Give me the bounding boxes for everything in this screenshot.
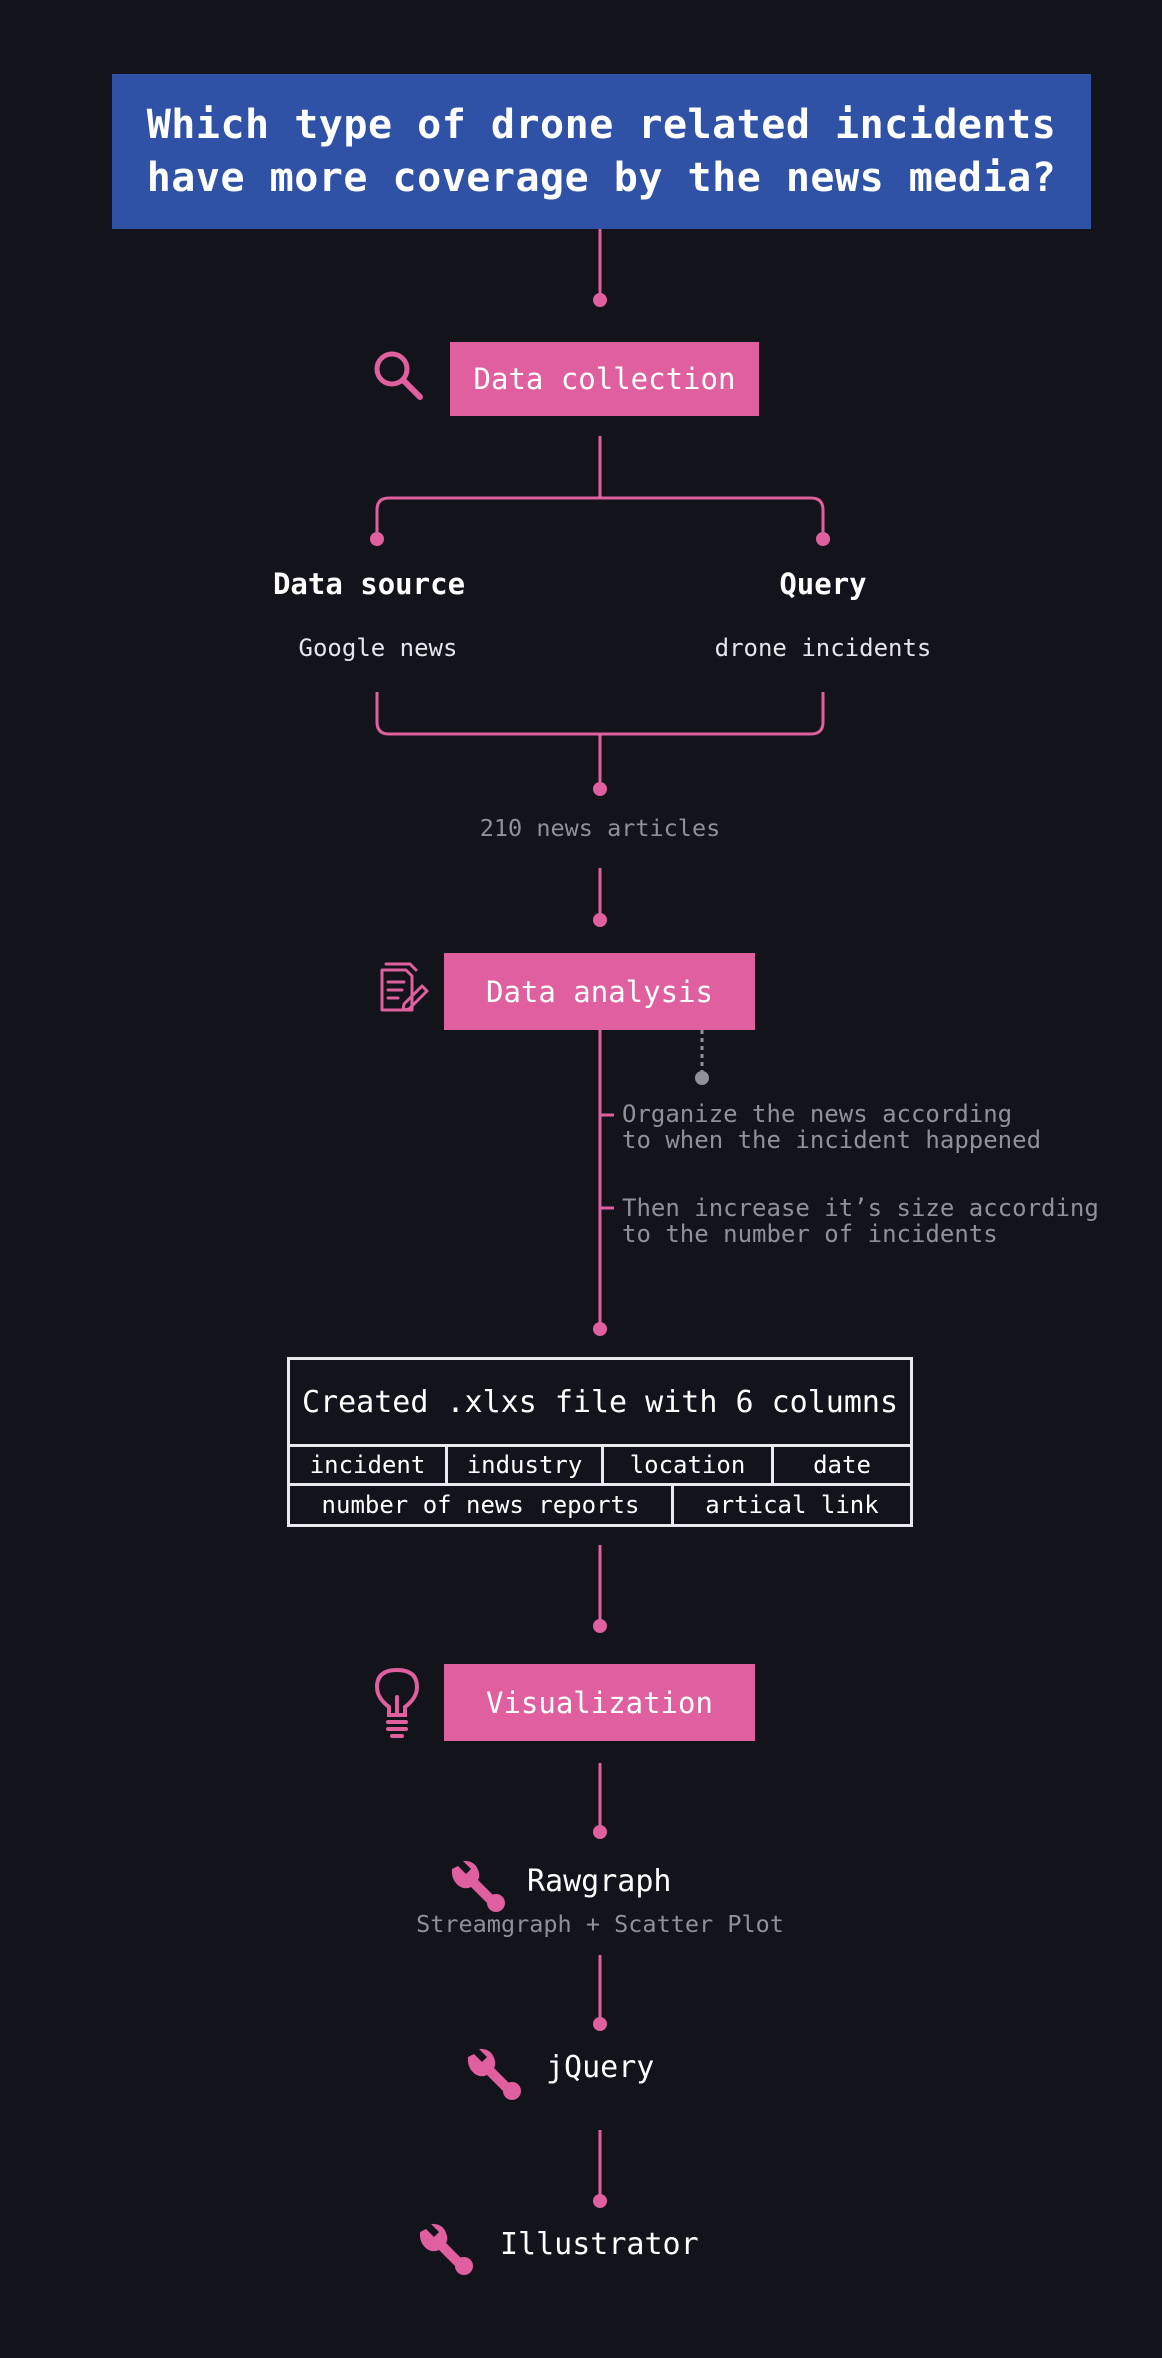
lightbulb-icon [374, 1667, 420, 1738]
query-value: drone incidents [714, 634, 932, 662]
connector-dot [593, 2017, 607, 2031]
data-source-value: Google news [298, 634, 458, 662]
wrench-icon [451, 1860, 505, 1912]
data-collection-label: Data collection [473, 362, 736, 396]
page-title: Which type of drone related incidents ha… [147, 99, 1057, 205]
visualization-label: Visualization [486, 1685, 713, 1720]
wrench-icon [419, 2223, 473, 2275]
connector-dot [816, 532, 830, 546]
table-cell: date [771, 1447, 910, 1483]
table-title: Created .xlxs file with 6 columns [290, 1360, 910, 1447]
connector-dot [593, 913, 607, 927]
connector-dot [593, 2194, 607, 2208]
connector [375, 692, 825, 736]
tool-name-illustrator: Illustrator [500, 2227, 699, 2262]
search-icon [374, 351, 423, 400]
note-line: to the number of incidents [622, 1220, 998, 1248]
connector-dot [593, 293, 607, 307]
result-count: 210 news articles [479, 814, 721, 842]
tool-detail: Streamgraph + Scatter Plot [416, 1910, 784, 1938]
note-line: Then increase it’s size according [622, 1194, 1099, 1222]
analysis-note-2: Then increase it’s size according to the … [622, 1195, 1099, 1247]
connector-dot [593, 1825, 607, 1839]
tool-name-jquery: jQuery [546, 2050, 655, 2085]
analysis-note-1: Organize the news according to when the i… [622, 1101, 1041, 1153]
connector-dot-grey [695, 1071, 709, 1085]
document-edit-icon [380, 962, 429, 1012]
title-line-1: Which type of drone related incidents [146, 101, 1057, 148]
connector-dot [593, 1322, 607, 1336]
connector-dot [370, 532, 384, 546]
visualization-box: Visualization [444, 1664, 755, 1741]
columns-table: Created .xlxs file with 6 columns incide… [287, 1357, 913, 1527]
tool-name-rawgraph: Rawgraph [527, 1864, 672, 1899]
data-source-heading: Data source [272, 567, 466, 601]
table-cell: industry [445, 1447, 601, 1483]
note-line: to when the incident happened [622, 1126, 1042, 1154]
table-cell: incident [309, 1451, 426, 1479]
wrench-icon [467, 2048, 521, 2100]
connector-dot [593, 782, 607, 796]
table-row: number of news reports artical link [290, 1486, 910, 1524]
title-line-2: have more coverage by the news media? [146, 154, 1057, 201]
table-cell: artical link [671, 1486, 910, 1524]
data-analysis-label: Data analysis [486, 974, 713, 1009]
table-cell: number of news reports [321, 1491, 640, 1519]
connector [375, 496, 825, 538]
table-cell: location [601, 1447, 771, 1483]
table-row: incident industry location date [290, 1447, 910, 1486]
connector-dot [593, 1619, 607, 1633]
data-analysis-box: Data analysis [444, 953, 755, 1030]
query-heading: Query [779, 567, 867, 601]
title-box: Which type of drone related incidents ha… [112, 74, 1091, 229]
note-line: Organize the news according [622, 1100, 1013, 1128]
data-collection-box: Data collection [450, 342, 759, 416]
